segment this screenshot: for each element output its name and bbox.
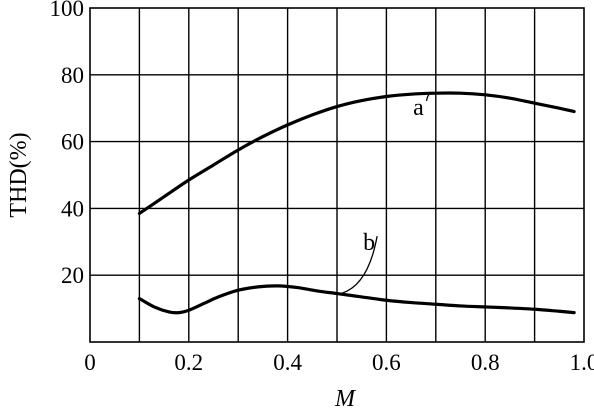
y-tick-labels: 20 40 60 80 100 (50, 0, 85, 288)
y-tick-label: 40 (61, 196, 84, 221)
series-lines (137, 91, 576, 315)
x-axis-label: M (334, 386, 357, 412)
grid (90, 8, 584, 342)
annotations: ab (341, 92, 432, 294)
series-line-a (137, 91, 576, 216)
y-axis-label: THD(%) (6, 132, 32, 217)
x-tick-label: 0.2 (174, 350, 203, 375)
x-tick-label: 0.6 (372, 350, 401, 375)
leader-line-a (425, 92, 432, 101)
x-tick-label: 0.4 (273, 350, 302, 375)
series-label-b: b (363, 230, 375, 256)
x-tick-label: 0.8 (471, 350, 500, 375)
x-tick-label: 0 (84, 350, 96, 375)
series-label-a: a (413, 95, 424, 121)
y-tick-label: 60 (61, 130, 84, 155)
plot-frame (89, 7, 585, 343)
x-tick-labels: 0 0.2 0.4 0.6 0.8 1.0 (84, 350, 594, 375)
leader-line-b (341, 236, 378, 294)
series-line-b (137, 284, 576, 315)
y-tick-label: 80 (61, 63, 84, 88)
y-tick-label: 100 (50, 0, 85, 21)
x-tick-label: 1.0 (570, 350, 594, 375)
y-tick-label: 20 (61, 263, 84, 288)
